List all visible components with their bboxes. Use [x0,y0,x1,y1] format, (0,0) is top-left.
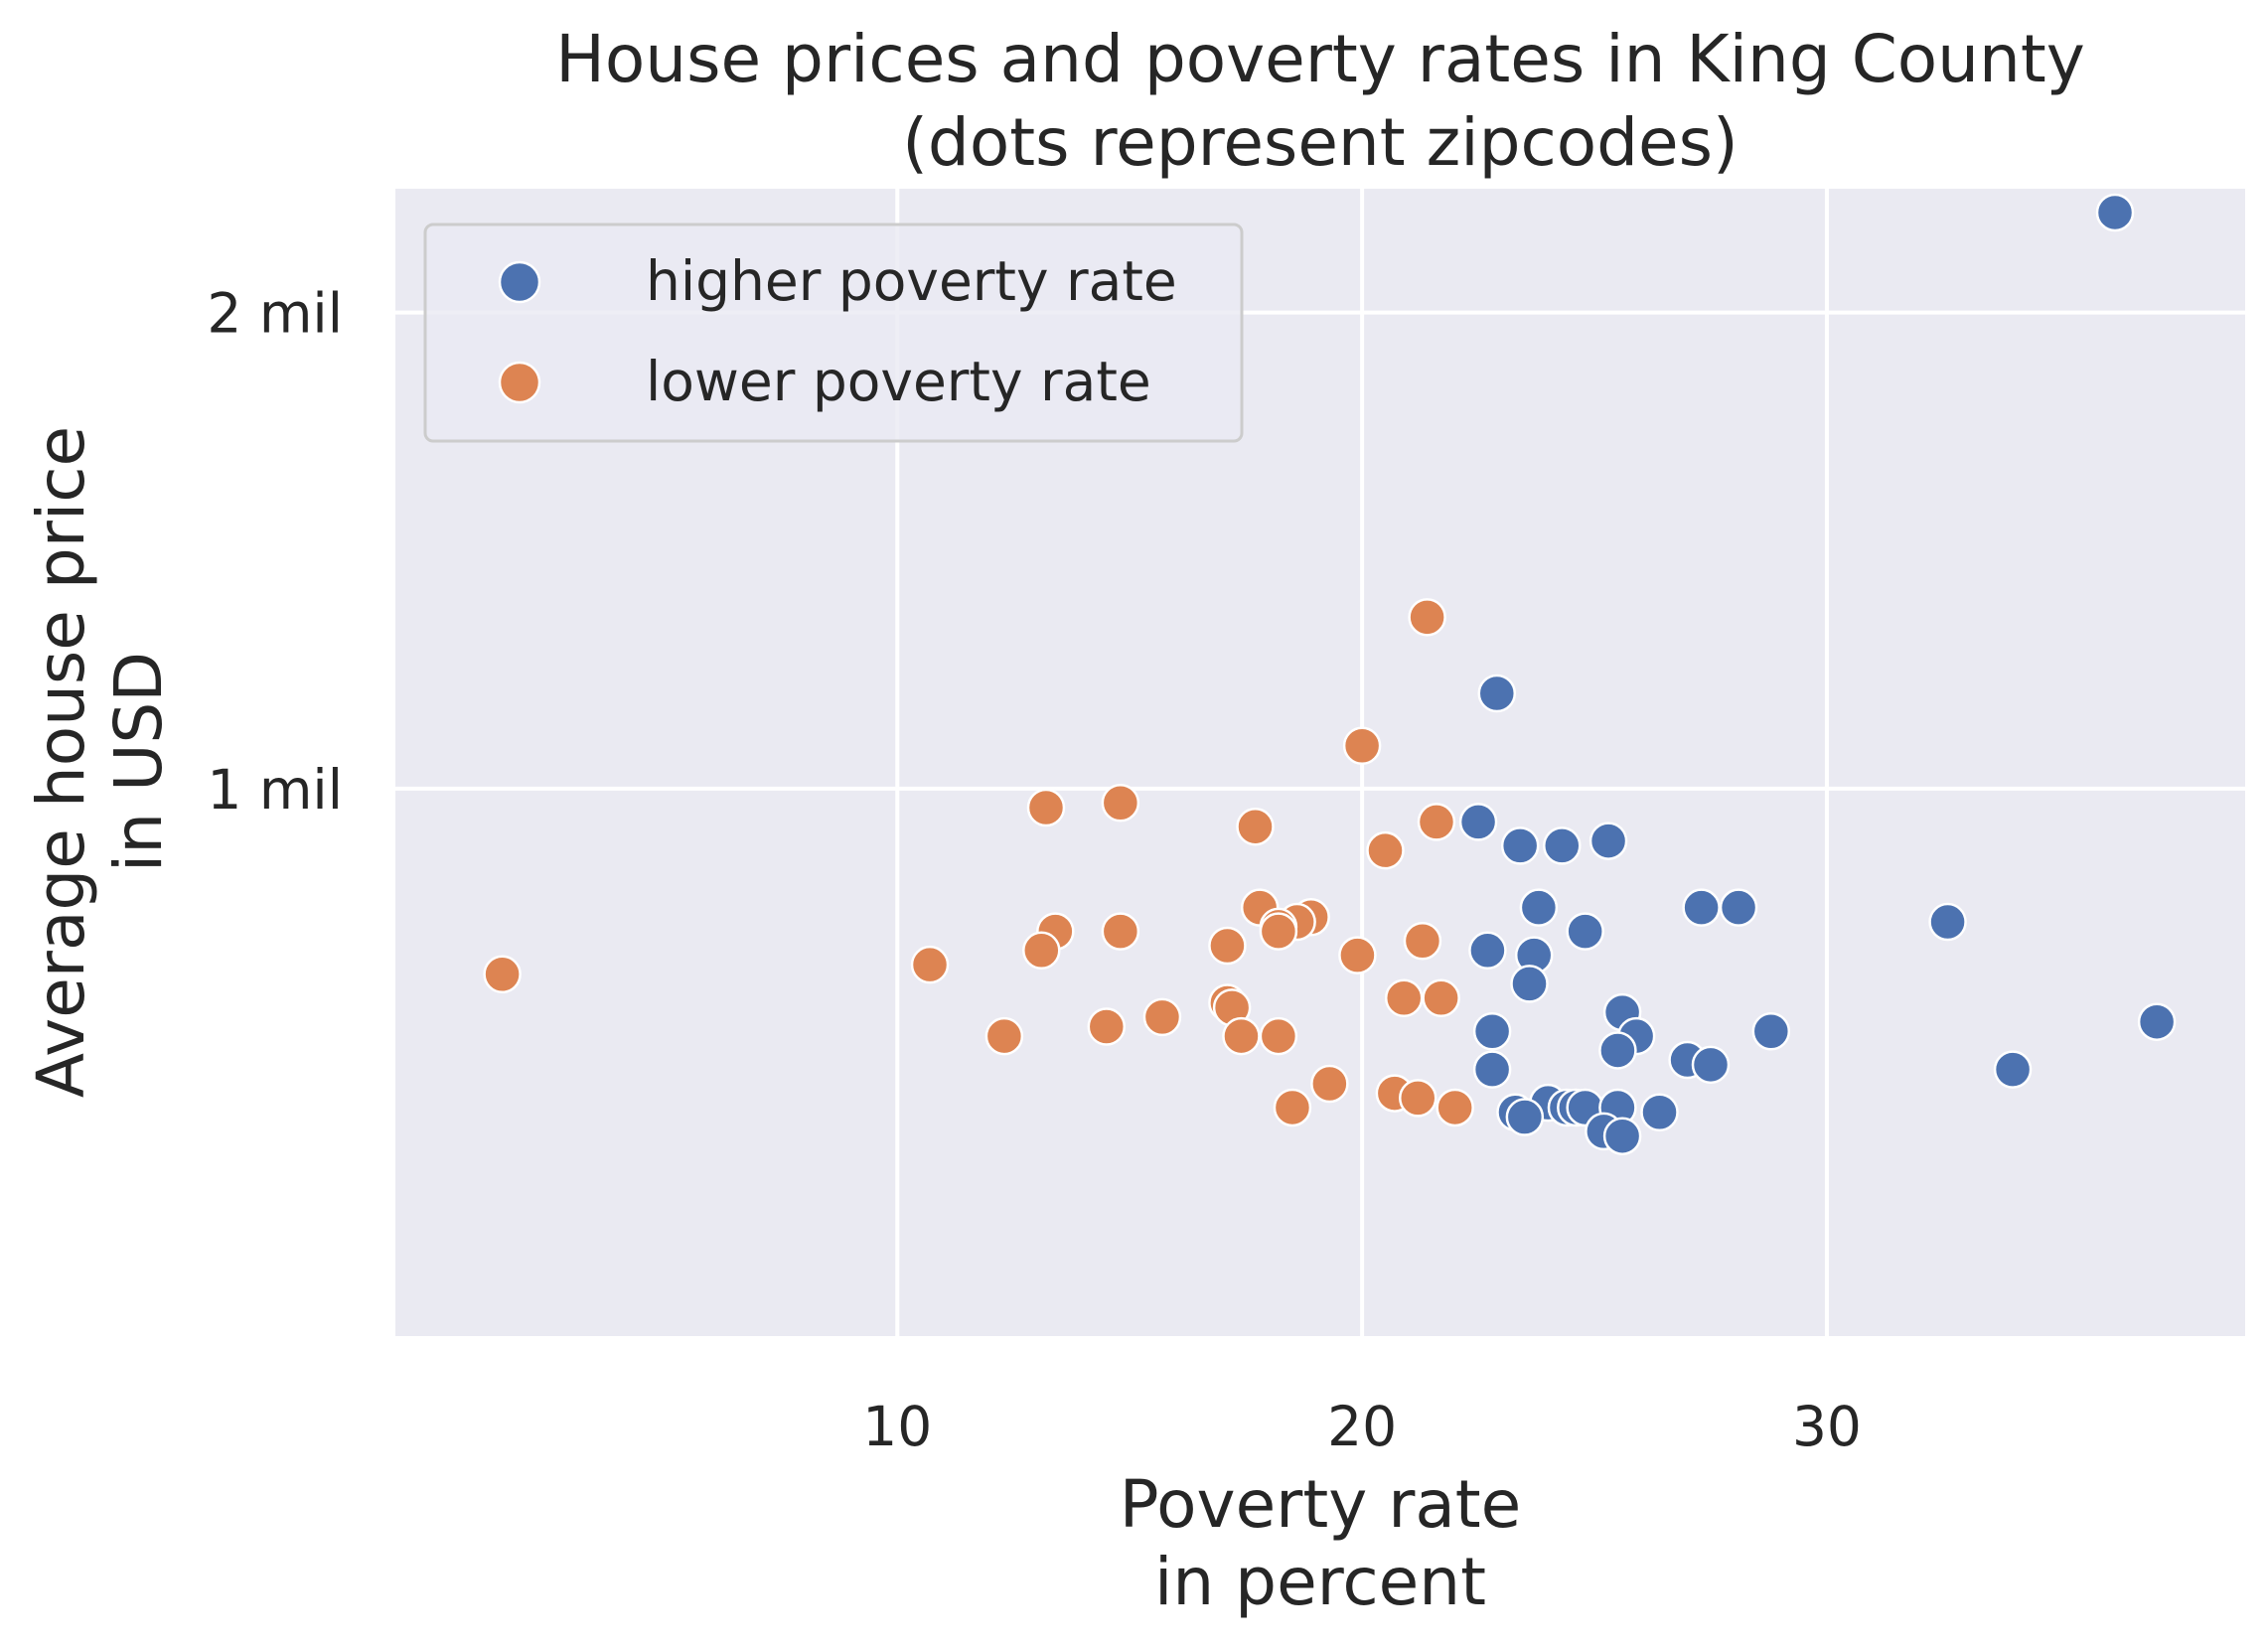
lower-poverty-point [483,955,522,994]
lower-poverty-point [1259,1016,1298,1056]
chart-title-line1: House prices and poverty rates in King C… [555,21,2085,97]
lower-poverty-point [1026,788,1066,827]
higher-poverty-point [1993,1050,2033,1089]
lower-poverty-point [1422,978,1460,1017]
higher-poverty-point [1458,803,1498,841]
tick-labels: 10 20 30 1 mil 2 mil [207,282,1862,1458]
higher-poverty-point [1477,674,1517,713]
higher-poverty-point [1468,931,1507,971]
y-axis-label-line1: Average house price [23,426,99,1098]
x-axis-label-line2: in percent [1154,1544,1486,1620]
x-axis-label: Poverty rate in percent [1120,1466,1522,1620]
lower-poverty-point [1417,803,1456,841]
lower-poverty-point [1398,1079,1437,1118]
higher-poverty-point [1505,1098,1545,1136]
lower-poverty-point [984,1016,1024,1056]
x-axis-label-line1: Poverty rate [1120,1466,1522,1543]
legend-marker-lower-poverty [498,361,541,404]
higher-poverty-point [2095,193,2135,232]
higher-poverty-point [1598,1031,1637,1070]
data-points [483,193,2177,1155]
y-axis-label: Average house price in USD [23,426,177,1098]
y-tick-label: 2 mil [207,282,343,346]
lower-poverty-point [1366,830,1405,870]
higher-poverty-point [1719,888,1758,927]
higher-poverty-point [1543,826,1582,865]
lower-poverty-point [1142,997,1182,1037]
lower-poverty-point [1208,926,1247,966]
higher-poverty-point [1640,1093,1679,1132]
lower-poverty-point [1436,1088,1474,1127]
higher-poverty-point [1928,902,1967,942]
legend-label-lower-poverty: lower poverty rate [646,350,1151,413]
higher-poverty-point [1691,1045,1731,1085]
lower-poverty-point [1101,783,1140,823]
legend-box [423,223,1244,443]
lower-poverty-point [1408,598,1446,637]
chart-subtitle: (dots represent zipcodes) [902,104,1739,181]
lower-poverty-point [1384,978,1424,1017]
y-tick-label: 1 mil [207,758,343,822]
higher-poverty-point [1510,965,1549,1003]
lower-poverty-point [1087,1007,1127,1046]
x-tick-label: 20 [1327,1395,1397,1458]
x-tick-label: 30 [1792,1395,1862,1458]
legend-label-higher-poverty: higher poverty rate [646,249,1177,313]
lower-poverty-point [1101,912,1140,951]
higher-poverty-point [1751,1012,1791,1051]
legend: higher poverty rate lower poverty rate [423,223,1244,443]
lower-poverty-point [1236,807,1275,846]
higher-poverty-point [1472,1050,1512,1089]
lower-poverty-point [1338,936,1377,974]
lower-poverty-point [1222,1016,1261,1056]
higher-poverty-point [1566,912,1604,951]
higher-poverty-point [1472,1012,1512,1051]
higher-poverty-point [1588,822,1628,860]
higher-poverty-point [2137,1002,2177,1041]
higher-poverty-point [1682,888,1721,927]
y-axis-label-line2: in USD [100,652,177,872]
higher-poverty-point [1519,888,1559,927]
x-tick-label: 10 [862,1395,932,1458]
higher-poverty-point [1500,826,1540,865]
lower-poverty-point [910,945,950,984]
legend-marker-higher-poverty [498,260,541,304]
lower-poverty-point [1342,726,1382,765]
lower-poverty-point [1022,931,1061,971]
chart-title: House prices and poverty rates in King C… [555,21,2085,181]
lower-poverty-point [1403,921,1442,961]
lower-poverty-point [1273,1088,1312,1127]
lower-poverty-point [1259,912,1298,951]
lower-poverty-point [1310,1064,1349,1104]
higher-poverty-point [1602,1117,1642,1155]
